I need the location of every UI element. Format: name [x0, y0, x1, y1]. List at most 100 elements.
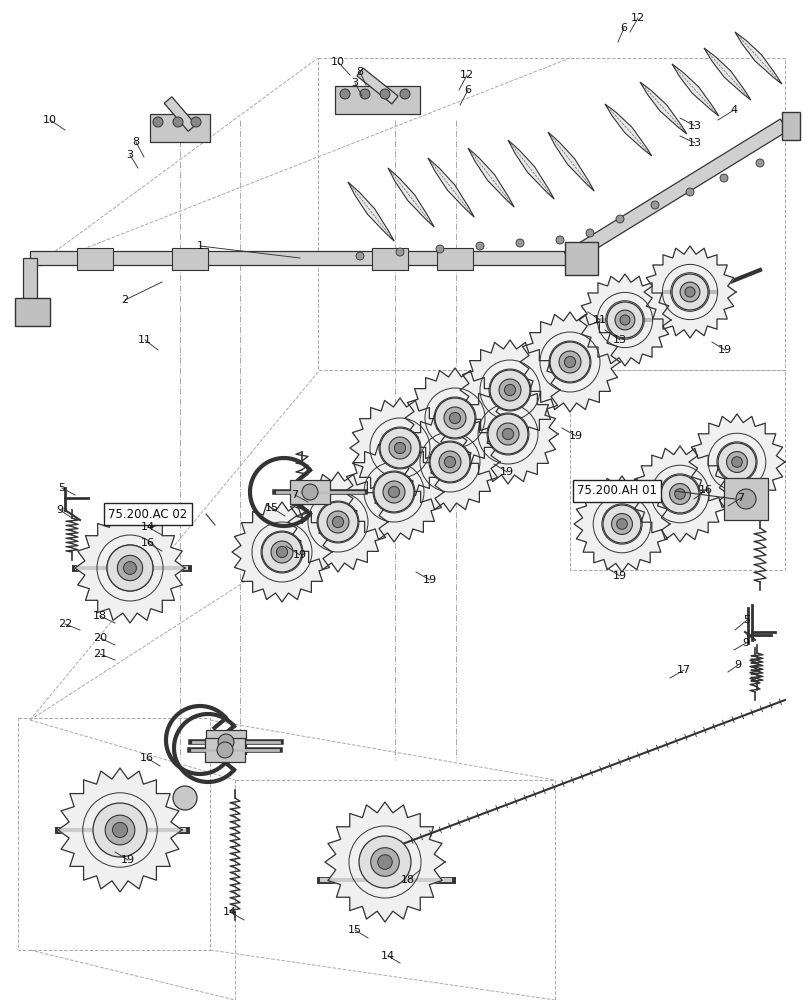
Polygon shape — [30, 251, 568, 265]
Circle shape — [612, 514, 633, 534]
Polygon shape — [290, 480, 330, 504]
Circle shape — [124, 562, 137, 574]
Circle shape — [756, 159, 764, 167]
Text: 19: 19 — [293, 550, 307, 560]
Text: 19: 19 — [569, 431, 583, 441]
Text: 16: 16 — [140, 753, 154, 763]
Text: 10: 10 — [331, 57, 345, 67]
Text: 19: 19 — [121, 855, 135, 865]
Circle shape — [93, 803, 147, 857]
Circle shape — [686, 188, 694, 196]
Polygon shape — [15, 298, 50, 326]
Circle shape — [488, 414, 528, 454]
Text: 15: 15 — [348, 925, 362, 935]
Polygon shape — [724, 478, 768, 520]
Circle shape — [444, 407, 466, 429]
Text: 19: 19 — [613, 571, 627, 581]
Polygon shape — [640, 82, 687, 134]
Polygon shape — [437, 248, 473, 270]
Circle shape — [516, 239, 524, 247]
Polygon shape — [75, 513, 185, 623]
Polygon shape — [632, 446, 728, 542]
Text: 13: 13 — [688, 138, 702, 148]
Circle shape — [332, 516, 343, 528]
Polygon shape — [372, 248, 408, 270]
Polygon shape — [325, 802, 445, 922]
Circle shape — [430, 442, 470, 482]
Circle shape — [371, 848, 399, 876]
Polygon shape — [508, 140, 554, 199]
Polygon shape — [605, 104, 652, 156]
Polygon shape — [782, 112, 800, 140]
Circle shape — [374, 472, 414, 512]
Circle shape — [497, 423, 519, 445]
Circle shape — [318, 502, 358, 542]
Circle shape — [380, 428, 420, 468]
Polygon shape — [388, 168, 434, 227]
Circle shape — [651, 201, 659, 209]
Circle shape — [680, 282, 700, 302]
Circle shape — [607, 302, 643, 338]
Text: 75.200.AH 01: 75.200.AH 01 — [577, 485, 657, 497]
Polygon shape — [77, 248, 113, 270]
Circle shape — [439, 451, 461, 473]
Text: 12: 12 — [631, 13, 645, 23]
Polygon shape — [644, 246, 736, 338]
Circle shape — [476, 242, 484, 250]
Text: 17: 17 — [677, 665, 691, 675]
Polygon shape — [348, 182, 394, 241]
Polygon shape — [458, 384, 558, 484]
Polygon shape — [232, 502, 332, 602]
Text: 11: 11 — [138, 335, 152, 345]
Circle shape — [262, 532, 302, 572]
Text: 12: 12 — [460, 70, 474, 80]
Circle shape — [449, 412, 461, 424]
Circle shape — [550, 342, 590, 382]
Circle shape — [360, 89, 370, 99]
Text: 13: 13 — [613, 335, 627, 345]
Circle shape — [107, 545, 153, 591]
Circle shape — [720, 174, 728, 182]
Polygon shape — [574, 476, 670, 572]
Circle shape — [616, 215, 624, 223]
Circle shape — [675, 489, 685, 499]
Circle shape — [504, 384, 516, 396]
Circle shape — [359, 836, 411, 888]
Circle shape — [191, 117, 201, 127]
Text: 15: 15 — [265, 503, 279, 513]
Polygon shape — [565, 242, 598, 275]
Text: 75.200.AC 02: 75.200.AC 02 — [108, 508, 187, 520]
Text: 8: 8 — [133, 137, 140, 147]
Text: 10: 10 — [43, 115, 57, 125]
Circle shape — [661, 475, 699, 513]
Circle shape — [340, 89, 350, 99]
Circle shape — [670, 484, 691, 504]
Polygon shape — [548, 132, 594, 191]
Circle shape — [327, 511, 349, 533]
Circle shape — [503, 428, 514, 440]
Text: 9: 9 — [743, 638, 750, 648]
Circle shape — [153, 117, 163, 127]
Circle shape — [736, 489, 756, 509]
Text: 14: 14 — [141, 522, 155, 532]
Text: 18: 18 — [93, 611, 107, 621]
Polygon shape — [579, 274, 671, 366]
Polygon shape — [288, 472, 388, 572]
Text: 22: 22 — [58, 619, 72, 629]
Text: 13: 13 — [688, 121, 702, 131]
Circle shape — [559, 351, 581, 373]
Polygon shape — [400, 412, 500, 512]
Text: 6: 6 — [465, 85, 472, 95]
Text: 7: 7 — [292, 490, 299, 500]
Circle shape — [436, 245, 444, 253]
Polygon shape — [350, 398, 450, 498]
Circle shape — [620, 315, 630, 325]
Polygon shape — [150, 114, 210, 142]
Polygon shape — [205, 738, 245, 762]
Polygon shape — [172, 248, 208, 270]
Text: 19: 19 — [423, 575, 437, 585]
Circle shape — [400, 89, 410, 99]
Circle shape — [615, 310, 635, 330]
Text: 2: 2 — [121, 295, 128, 305]
Polygon shape — [520, 312, 620, 412]
